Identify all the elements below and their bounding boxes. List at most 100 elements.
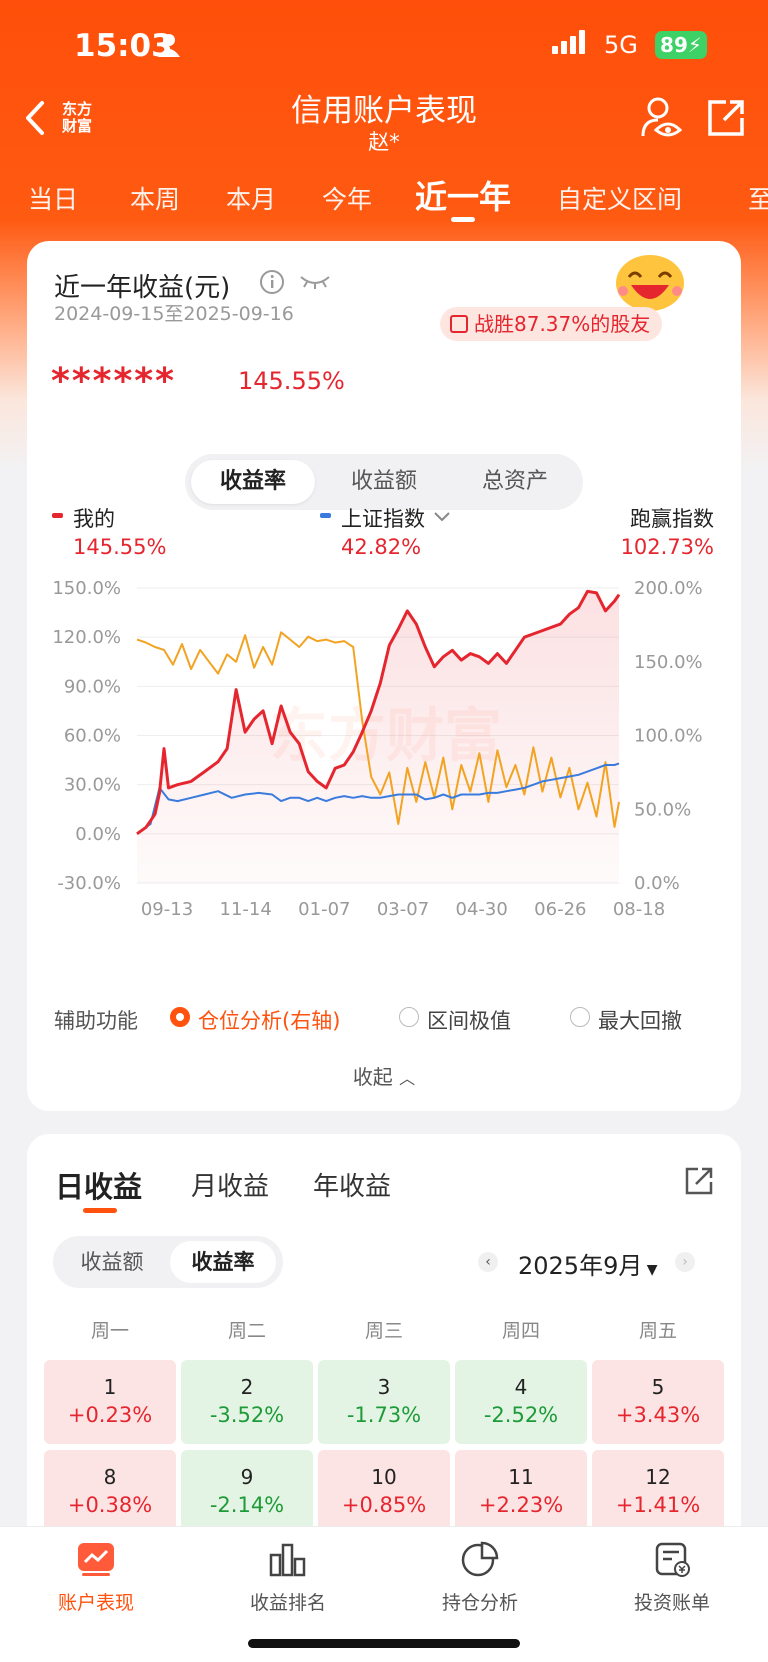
calendar-day-number: 3 <box>377 1375 391 1399</box>
tab-to[interactable]: 至 <box>748 185 768 214</box>
nav-income-ranking[interactable]: 收益排名 <box>192 1541 384 1615</box>
y-right-tick-label: 0.0% <box>634 873 680 894</box>
y-right-tick-label: 200.0% <box>634 578 703 599</box>
calendar-day-number: 9 <box>240 1465 254 1489</box>
hide-eye-icon[interactable] <box>299 273 331 289</box>
export-icon[interactable] <box>684 1166 714 1196</box>
person-icon <box>158 34 180 57</box>
prev-month-button[interactable]: ‹ <box>478 1252 498 1272</box>
performance-chart[interactable]: 150.0% 120.0% 90.0% 60.0% 30.0% 0.0% -30.0% 200… <box>27 571 741 931</box>
calendar-day-return: -2.14% <box>209 1493 285 1517</box>
tab-custom-range[interactable]: 自定义区间 <box>557 185 683 214</box>
calendar-day-number: 11 <box>508 1465 534 1489</box>
radio-position-analysis[interactable] <box>170 1007 190 1027</box>
x-tick-label: 04-30 <box>456 899 508 920</box>
legend-beat-label: 跑赢指数 <box>630 507 714 531</box>
radio-range-extreme[interactable] <box>399 1007 419 1027</box>
income-tab-indicator <box>83 1208 117 1213</box>
calendar-day-return: +0.23% <box>67 1403 153 1427</box>
network-type: 5G <box>604 31 638 59</box>
legend-index-label[interactable]: 上证指数 <box>341 507 425 531</box>
y-left-tick-label: 30.0% <box>64 775 121 796</box>
summary-title: 近一年收益(元) <box>54 273 231 303</box>
aux-position-analysis[interactable]: 仓位分析(右轴) <box>198 1009 341 1033</box>
laughing-emoji-icon <box>616 255 684 311</box>
y-left-tick-label: 150.0% <box>52 578 121 599</box>
calendar-day-cell[interactable]: 9 -2.14% <box>181 1450 313 1534</box>
date-range: 2024-09-15至2025-09-16 <box>54 303 294 325</box>
calendar-day-cell[interactable]: 3 -1.73% <box>318 1360 450 1444</box>
weekday-label: 周四 <box>501 1320 540 1342</box>
calendar-day-return: +3.43% <box>615 1403 701 1427</box>
calendar-day-cell[interactable]: 11 +2.23% <box>455 1450 587 1534</box>
calendar-day-number: 8 <box>103 1465 117 1489</box>
calendar-day-cell[interactable]: 4 -2.52% <box>455 1360 587 1444</box>
weekday-label: 周三 <box>364 1320 403 1342</box>
series-line-index <box>136 762 620 835</box>
toggle-total-assets[interactable]: 总资产 <box>481 469 548 494</box>
cellular-signal-icon <box>552 30 585 54</box>
y-right-tick-label: 100.0% <box>634 726 703 747</box>
nav-account-performance[interactable]: 账户表现 <box>0 1541 192 1615</box>
account-owner: 赵* <box>368 130 400 154</box>
next-month-button[interactable]: › <box>675 1252 695 1272</box>
calendar-day-return: +2.23% <box>478 1493 564 1517</box>
calendar-day-cell[interactable]: 12 +1.41% <box>592 1450 724 1534</box>
calendar-day-number: 4 <box>514 1375 528 1399</box>
calendar-day-cell[interactable]: 2 -3.52% <box>181 1360 313 1444</box>
nav-holdings-analysis[interactable]: 持仓分析 <box>384 1541 576 1615</box>
month-selector[interactable]: 2025年9月 ▼ <box>518 1252 658 1280</box>
calendar-day-number: 5 <box>651 1375 665 1399</box>
active-tab-indicator <box>451 217 475 222</box>
calendar-day-cell[interactable]: 5 +3.43% <box>592 1360 724 1444</box>
account-performance-icon <box>78 1543 114 1576</box>
battery-indicator: 89⚡ <box>655 31 707 59</box>
tab-daily-income[interactable]: 日收益 <box>55 1170 143 1204</box>
toggle-return-amount[interactable]: 收益额 <box>350 469 417 494</box>
tab-this-week[interactable]: 本周 <box>130 185 181 214</box>
calendar-day-cell[interactable]: 10 +0.85% <box>318 1450 450 1534</box>
performance-card: 近一年收益(元) 2024-09-15至2025-09-16 战胜87.37%的… <box>27 241 741 1111</box>
collapse-button[interactable]: 收起 ︿ <box>352 1065 416 1089</box>
y-left-tick-label: -30.0% <box>57 873 121 894</box>
x-tick-label: 06-26 <box>534 899 586 920</box>
radio-max-drawdown[interactable] <box>570 1007 590 1027</box>
toggle-return-rate[interactable]: 收益率 <box>191 460 315 504</box>
calendar-day-cell[interactable]: 1 +0.23% <box>44 1360 176 1444</box>
x-tick-label: 08-18 <box>613 899 665 920</box>
nav-investment-bill[interactable]: 投资账单 <box>576 1541 768 1615</box>
calendar-day-cell[interactable]: 8 +0.38% <box>44 1450 176 1534</box>
aux-max-drawdown[interactable]: 最大回撤 <box>598 1009 682 1033</box>
back-arrow-icon[interactable] <box>24 100 46 136</box>
calendar-day-return: +0.38% <box>67 1493 153 1517</box>
tab-past-year[interactable]: 近一年 <box>415 178 512 216</box>
pie-chart-icon <box>461 1541 499 1577</box>
tab-this-month[interactable]: 本月 <box>226 185 277 214</box>
y-left-tick-label: 0.0% <box>75 824 121 845</box>
privacy-eye-user-icon[interactable] <box>640 96 682 140</box>
page-title: 信用账户表现 <box>291 93 477 129</box>
aux-range-extreme[interactable]: 区间极值 <box>427 1009 511 1033</box>
calendar-day-return: +1.41% <box>615 1493 701 1517</box>
tab-today[interactable]: 当日 <box>28 185 79 214</box>
y-right-tick-label: 50.0% <box>634 799 691 820</box>
period-tabs: 当日 本周 本月 今年 近一年 自定义区间 至 <box>0 170 768 230</box>
calendar-day-return: -2.52% <box>483 1403 559 1427</box>
chevron-down-icon[interactable] <box>433 511 451 523</box>
toggle-income-rate[interactable]: 收益率 <box>170 1241 276 1283</box>
info-icon[interactable] <box>259 269 285 295</box>
x-tick-label: 01-07 <box>298 899 350 920</box>
tab-monthly-income[interactable]: 月收益 <box>191 1172 270 1202</box>
share-icon[interactable] <box>706 98 746 138</box>
beat-peers-badge[interactable]: 战胜87.37%的股友 <box>440 307 663 341</box>
tab-yearly-income[interactable]: 年收益 <box>313 1172 392 1202</box>
calendar-day-return: -1.73% <box>346 1403 422 1427</box>
tab-this-year[interactable]: 今年 <box>322 185 373 214</box>
bill-icon <box>655 1542 690 1577</box>
toggle-income-amount[interactable]: 收益额 <box>80 1250 144 1274</box>
y-left-tick-label: 60.0% <box>64 726 121 747</box>
legend-index-value: 42.82% <box>341 535 422 559</box>
hidden-amount: ****** <box>51 361 176 402</box>
weekday-label: 周五 <box>638 1320 677 1342</box>
weekday-header: 周一 周二 周三 周四 周五 <box>27 1316 741 1346</box>
